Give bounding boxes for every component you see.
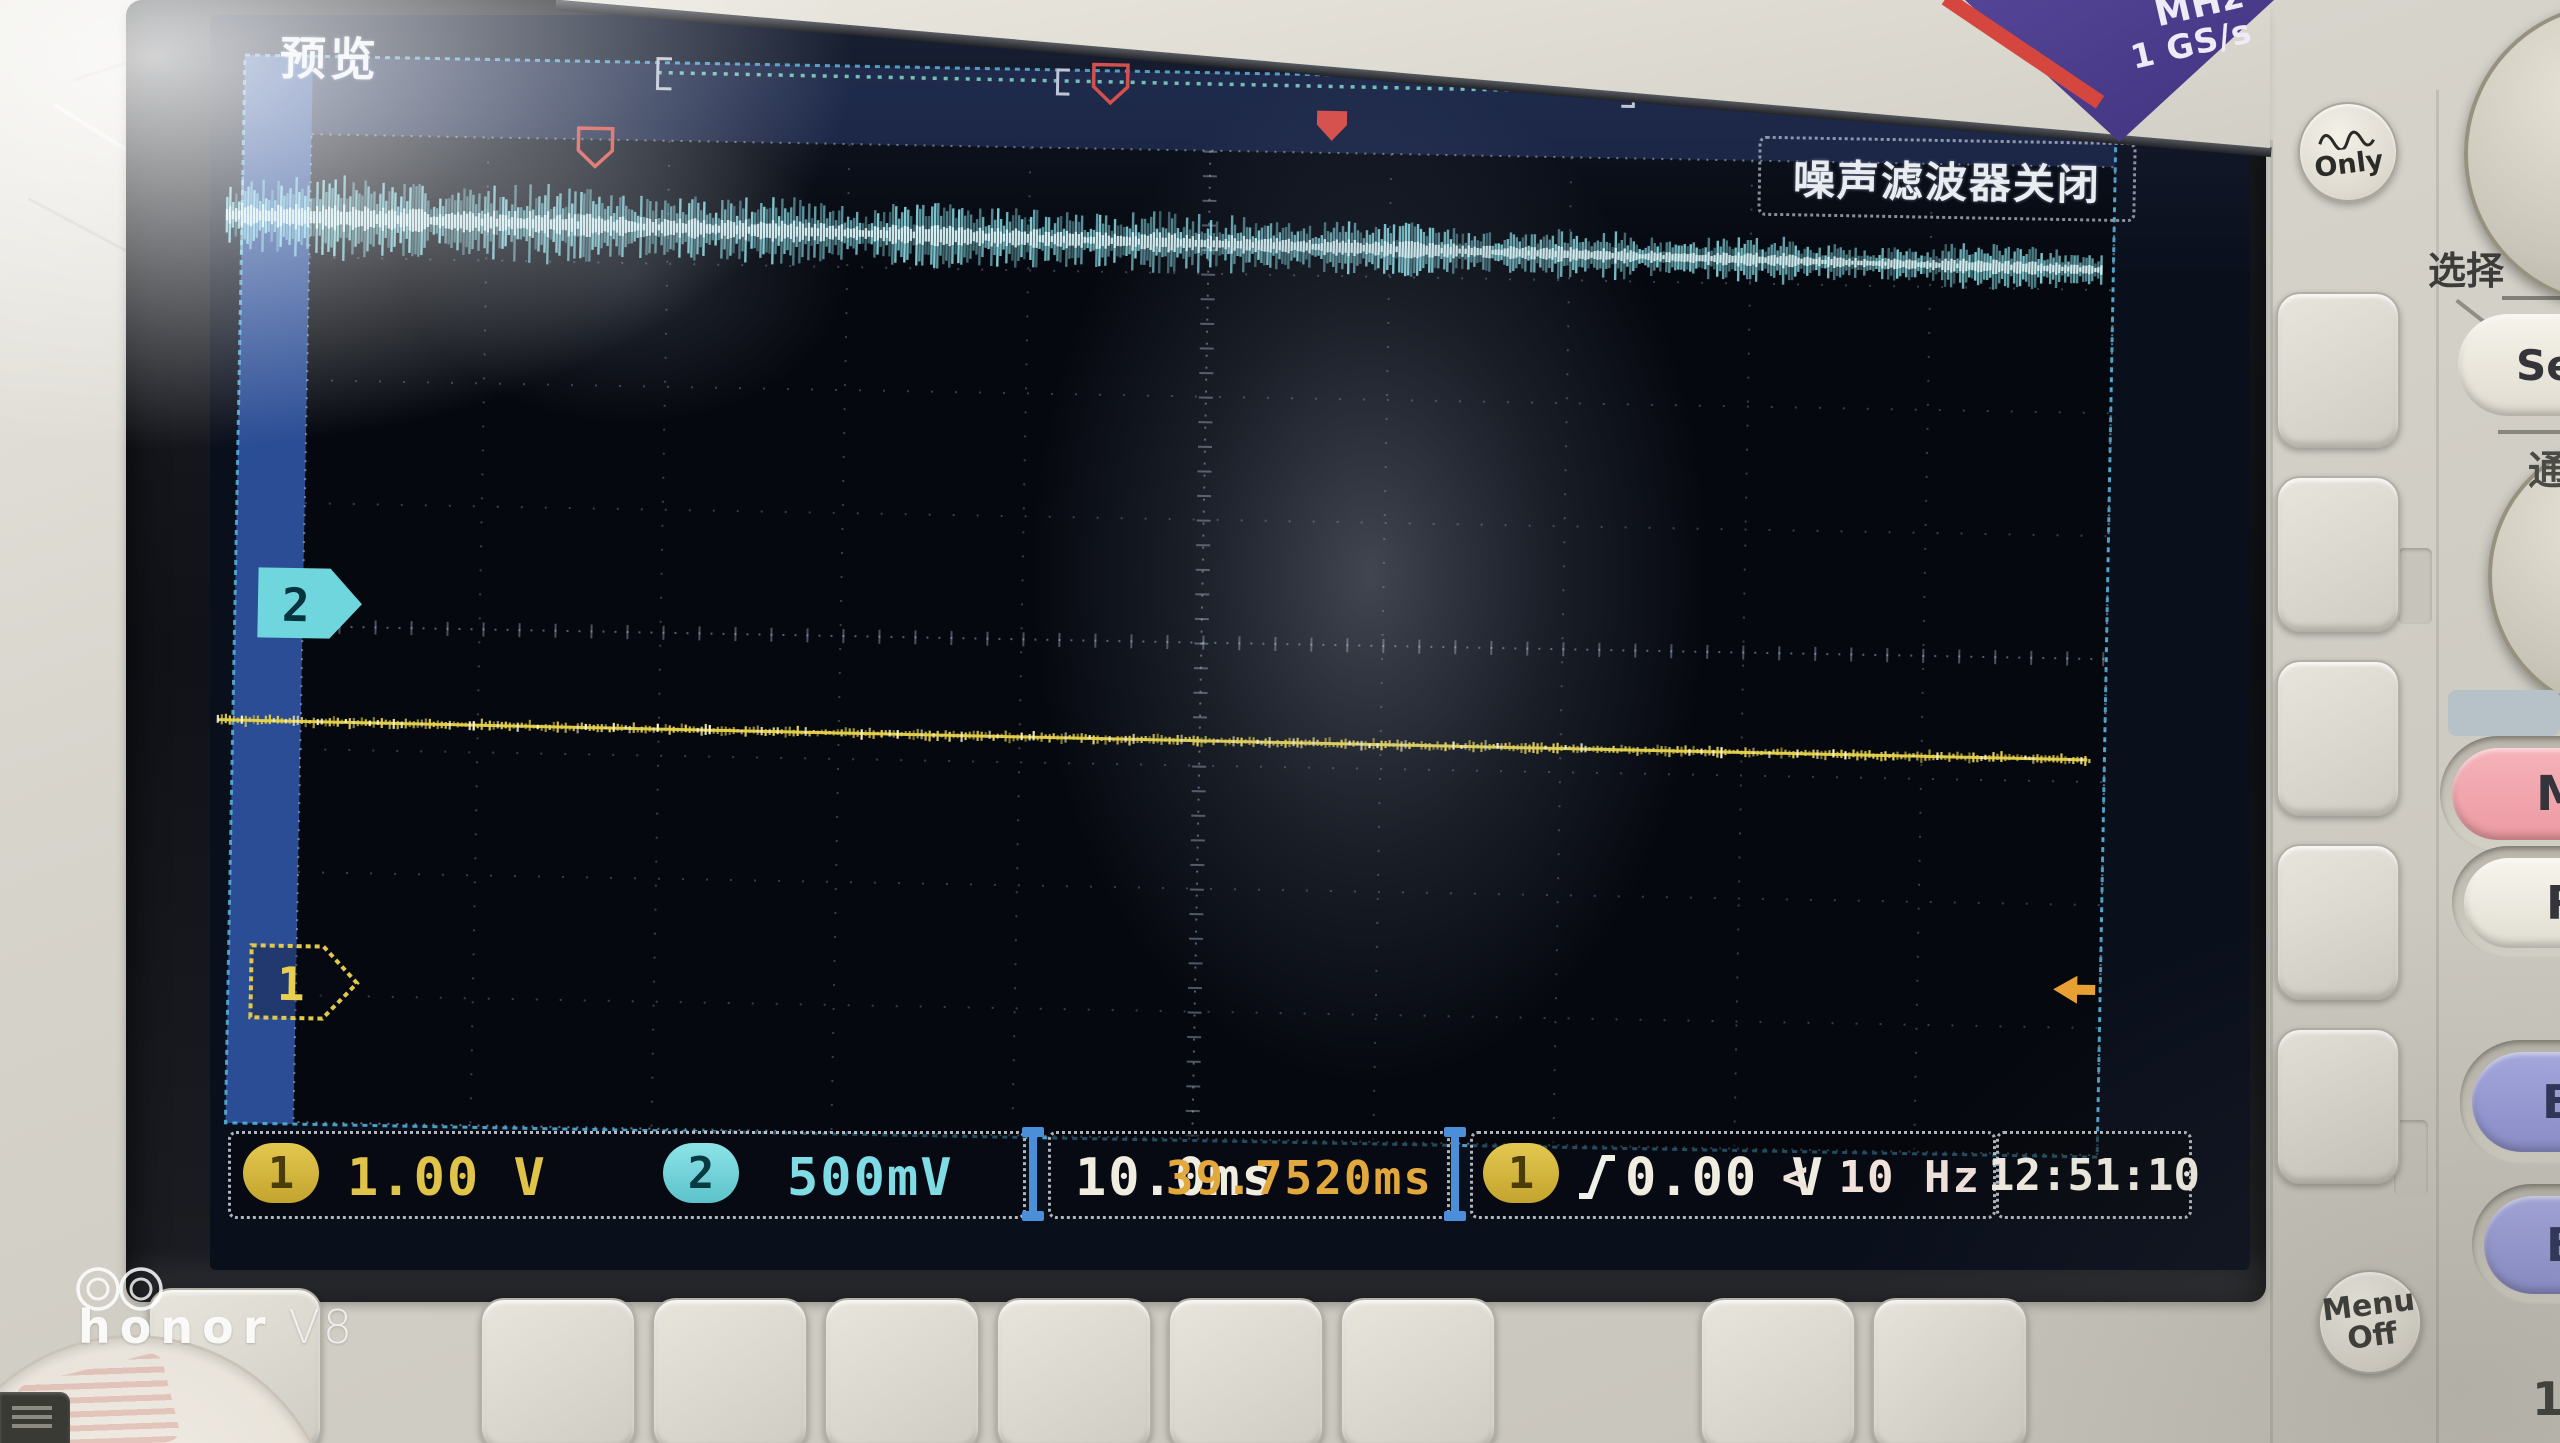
horizontal-position-readout: 39.7520ms bbox=[1165, 1151, 1433, 1205]
ch1-scale-readout: 1.00 V bbox=[347, 1148, 547, 1208]
caption-line bbox=[2498, 430, 2560, 434]
corner-digit-label: 1 bbox=[2532, 1372, 2560, 1426]
ref-button-label: R bbox=[2546, 876, 2560, 930]
corner-stamp bbox=[0, 1392, 70, 1443]
oscilloscope-screen: 2 1 预览 噪声滤波器关闭 1 1.00 bbox=[210, 15, 2250, 1270]
bezel-seam bbox=[2436, 90, 2439, 1443]
clock-readout: 12:51:10 bbox=[1988, 1149, 2200, 1201]
watermark-model: V8 bbox=[288, 1300, 356, 1354]
bottom-softkey-3[interactable] bbox=[824, 1298, 980, 1443]
channel-caption: 通 bbox=[2528, 448, 2560, 494]
select-button-label: Select bbox=[2516, 340, 2560, 390]
math-button[interactable]: M bbox=[2452, 748, 2560, 840]
select-caption: 选择 bbox=[2428, 249, 2505, 293]
ch2-scale-readout: 500mV bbox=[787, 1148, 954, 1208]
ch2-badge: 2 bbox=[663, 1143, 739, 1203]
watermark: honor V8 bbox=[78, 1300, 355, 1354]
side-softkey-3[interactable] bbox=[2276, 660, 2400, 816]
trigger-level-arrow-icon bbox=[2053, 975, 2096, 1004]
bottom-softkey-6[interactable] bbox=[1340, 1298, 1496, 1443]
ch1-badge: 1 bbox=[243, 1143, 319, 1203]
svg-text:2: 2 bbox=[281, 578, 310, 632]
bezel-seam bbox=[2270, 140, 2273, 1443]
clock-box: 12:51:10 bbox=[1988, 1131, 2200, 1219]
bottom-softkey-7[interactable] bbox=[1700, 1298, 1856, 1443]
bus2-button-label: B bbox=[2546, 1218, 2560, 1272]
sine-wave-icon bbox=[2318, 130, 2375, 151]
trigger-frequency-readout: < 10 Hz bbox=[1781, 1152, 1981, 1203]
bus1-button[interactable]: B bbox=[2472, 1052, 2560, 1152]
trigger-source-badge: 1 bbox=[1483, 1143, 1559, 1203]
rising-edge-icon bbox=[1579, 1155, 1615, 1199]
scope-graphics: 2 1 bbox=[210, 15, 2250, 1270]
side-softkey-1[interactable] bbox=[2276, 292, 2400, 448]
dual-camera-icon bbox=[76, 1267, 163, 1311]
bezel-notch bbox=[2398, 548, 2432, 624]
svg-text:1: 1 bbox=[276, 957, 305, 1011]
timebase-readout: 10.0ms bbox=[1075, 1148, 1275, 1208]
camera-glare bbox=[1030, 65, 1710, 1085]
noise-filter-label: 噪声滤波器关闭 bbox=[1792, 154, 2102, 210]
trigger-box: 1 0.00 V < 10 Hz bbox=[1470, 1131, 1996, 1219]
bottom-softkey-8[interactable] bbox=[1872, 1298, 2028, 1443]
status-bar: 1 1.00 V 2 500mV 10.0ms 39.7520ms 1 0 bbox=[228, 1127, 2200, 1221]
ref-button[interactable]: R bbox=[2464, 858, 2560, 948]
bottom-softkey-4[interactable] bbox=[996, 1298, 1152, 1443]
bottom-softkey-2[interactable] bbox=[652, 1298, 808, 1443]
side-softkey-4[interactable] bbox=[2276, 844, 2400, 1000]
ch1-ground-marker: 1 bbox=[248, 943, 360, 1021]
bezel-insert bbox=[2448, 690, 2560, 736]
preview-label: 预览 bbox=[279, 31, 381, 87]
trigger-level-readout: 0.00 V bbox=[1625, 1148, 1825, 1208]
bottom-softkey-1[interactable] bbox=[480, 1298, 636, 1443]
noise-filter-status-box: 噪声滤波器关闭 bbox=[1757, 135, 2137, 223]
side-softkey-2[interactable] bbox=[2276, 476, 2400, 632]
caption-line bbox=[2502, 296, 2560, 300]
bus2-button[interactable]: B bbox=[2484, 1196, 2560, 1294]
side-softkey-5[interactable] bbox=[2276, 1028, 2400, 1184]
watermark-brand: honor bbox=[78, 1300, 275, 1354]
channel-readouts-box: 1 1.00 V 2 500mV bbox=[228, 1131, 1026, 1219]
timebase-box: 10.0ms 39.7520ms bbox=[1048, 1131, 1450, 1219]
math-button-label: M bbox=[2536, 766, 2560, 822]
select-button[interactable]: Select bbox=[2458, 314, 2560, 416]
trigger-position-t-icon bbox=[1022, 1127, 1044, 1221]
trigger-position-t-icon bbox=[1444, 1127, 1466, 1221]
bottom-softkey-5[interactable] bbox=[1168, 1298, 1324, 1443]
ch2-ground-marker: 2 bbox=[257, 567, 362, 639]
menu-off-button[interactable]: Menu Off bbox=[2318, 1270, 2422, 1374]
autoset-only-button[interactable]: Only bbox=[2298, 102, 2398, 202]
bus1-button-label: B bbox=[2542, 1075, 2560, 1129]
